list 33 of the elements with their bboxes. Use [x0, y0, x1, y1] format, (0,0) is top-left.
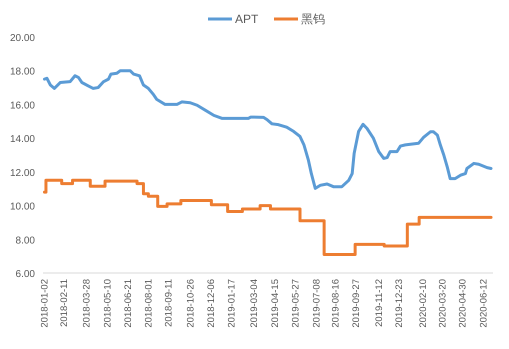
x-tick-label: 2019-11-12	[374, 279, 385, 327]
x-tick-label: 2018-09-11	[164, 279, 175, 327]
y-tick-label: 14.00	[10, 134, 36, 146]
x-tick-label: 2020-04-30	[457, 279, 468, 328]
y-tick-label: 8.00	[16, 235, 36, 246]
x-tick-label: 2018-05-10	[102, 279, 114, 328]
x-tick-label: 2018-01-02	[39, 279, 50, 328]
x-tick-label: 2018-06-21	[123, 279, 134, 328]
x-tick-label: 2019-04-15	[270, 279, 281, 328]
x-tick-label: 2019-05-27	[290, 279, 302, 328]
x-tick-label: 2019-08-16	[330, 279, 342, 328]
y-tick-label: 20.00	[10, 33, 36, 44]
y-tick-label: 18.00	[10, 66, 36, 78]
x-tick-label: 2020-03-20	[437, 279, 448, 328]
y-tick-label: 6.00	[16, 269, 36, 280]
x-tick-label: 2018-08-01	[143, 279, 154, 328]
x-tick-label: 2018-12-06	[206, 279, 217, 328]
x-tick-label: 2019-03-04	[249, 279, 260, 328]
x-tick-label: 2018-10-26	[186, 279, 197, 328]
y-tick-label: 12.00	[10, 168, 36, 179]
x-tick-label: 2018-02-11	[59, 279, 70, 327]
x-tick-label: 2019-01-17	[226, 279, 238, 328]
line-series	[42, 69, 493, 190]
x-tick-label: 2019-09-27	[351, 279, 362, 328]
x-tick-label: 2020-06-12	[478, 279, 490, 328]
x-tick-label: 2020-02-10	[418, 279, 430, 328]
y-tick-label: 10.00	[10, 202, 36, 213]
legend-label: APT	[235, 12, 260, 26]
x-tick-label: 2019-07-08	[311, 279, 322, 328]
x-tick-label: 2018-03-28	[81, 279, 92, 328]
y-tick-label: 16.00	[10, 100, 36, 112]
legend-label: 黑钨	[301, 12, 325, 26]
x-tick-label: 2019-12-23	[394, 279, 405, 328]
